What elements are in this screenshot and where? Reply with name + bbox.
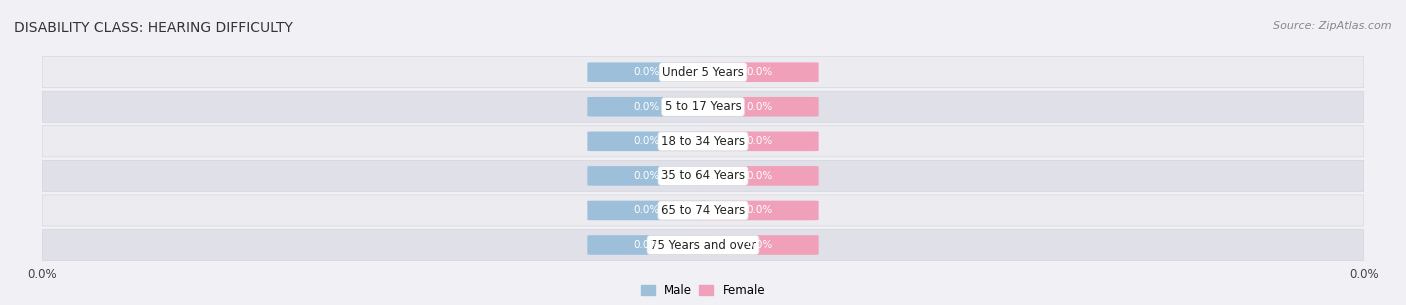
FancyBboxPatch shape [42, 229, 1364, 260]
FancyBboxPatch shape [700, 166, 818, 186]
Text: 18 to 34 Years: 18 to 34 Years [661, 135, 745, 148]
Text: 0.0%: 0.0% [634, 240, 659, 250]
FancyBboxPatch shape [588, 131, 706, 151]
FancyBboxPatch shape [588, 166, 706, 186]
FancyBboxPatch shape [42, 195, 1364, 226]
Text: 0.0%: 0.0% [634, 67, 659, 77]
FancyBboxPatch shape [42, 91, 1364, 122]
FancyBboxPatch shape [588, 235, 706, 255]
FancyBboxPatch shape [588, 97, 706, 117]
Text: 0.0%: 0.0% [634, 102, 659, 112]
Text: 0.0%: 0.0% [634, 171, 659, 181]
FancyBboxPatch shape [588, 63, 706, 82]
Text: 35 to 64 Years: 35 to 64 Years [661, 169, 745, 182]
FancyBboxPatch shape [42, 126, 1364, 157]
Text: 65 to 74 Years: 65 to 74 Years [661, 204, 745, 217]
Text: 0.0%: 0.0% [634, 136, 659, 146]
FancyBboxPatch shape [42, 160, 1364, 192]
FancyBboxPatch shape [700, 63, 818, 82]
FancyBboxPatch shape [700, 131, 818, 151]
Text: 0.0%: 0.0% [634, 206, 659, 215]
Text: Source: ZipAtlas.com: Source: ZipAtlas.com [1274, 21, 1392, 31]
Text: 0.0%: 0.0% [747, 171, 772, 181]
Legend: Male, Female: Male, Female [636, 280, 770, 302]
FancyBboxPatch shape [42, 57, 1364, 88]
FancyBboxPatch shape [700, 201, 818, 220]
Text: 0.0%: 0.0% [747, 102, 772, 112]
Text: 0.0%: 0.0% [747, 136, 772, 146]
Text: 75 Years and over: 75 Years and over [650, 239, 756, 252]
FancyBboxPatch shape [700, 97, 818, 117]
FancyBboxPatch shape [588, 201, 706, 220]
Text: Under 5 Years: Under 5 Years [662, 66, 744, 79]
Text: 0.0%: 0.0% [747, 67, 772, 77]
Text: DISABILITY CLASS: HEARING DIFFICULTY: DISABILITY CLASS: HEARING DIFFICULTY [14, 21, 292, 35]
FancyBboxPatch shape [700, 235, 818, 255]
Text: 5 to 17 Years: 5 to 17 Years [665, 100, 741, 113]
Text: 0.0%: 0.0% [747, 240, 772, 250]
Text: 0.0%: 0.0% [747, 206, 772, 215]
